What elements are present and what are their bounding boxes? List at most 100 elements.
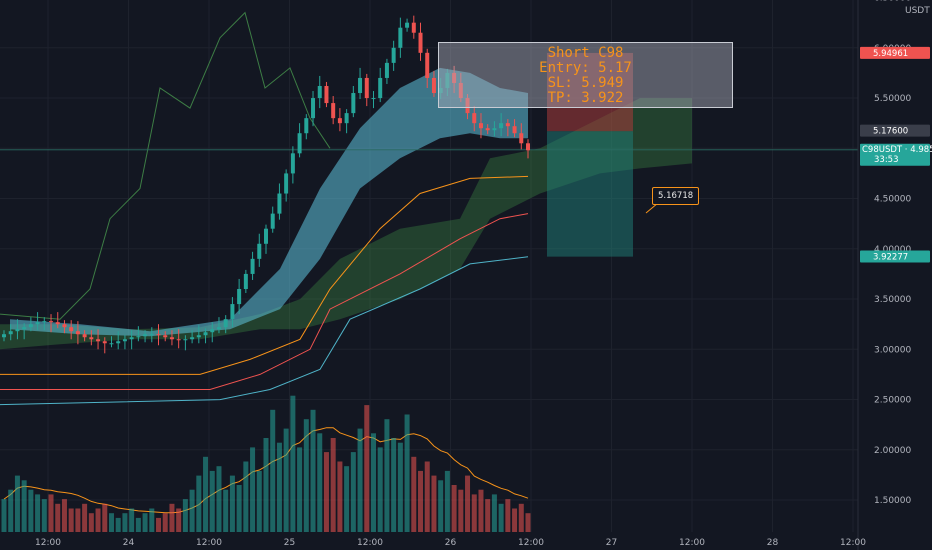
candle-body <box>203 332 208 336</box>
price-tick-label: 2.50000 <box>874 396 911 406</box>
last-price-badge-bg <box>860 143 930 166</box>
price-axis: USDT7.500007.000006.500006.000005.500005… <box>857 0 930 550</box>
cloud-band <box>10 67 528 337</box>
candle-body <box>82 334 87 338</box>
time-tick-label: 12:00 <box>357 538 383 548</box>
volume-bar <box>256 470 262 532</box>
time-tick-label: 12:00 <box>679 538 705 548</box>
volume-bar <box>209 470 215 532</box>
volume-bar <box>370 433 376 532</box>
candle-body <box>183 339 188 341</box>
ichimoku-cloud <box>0 67 692 350</box>
candle-body <box>230 304 235 320</box>
candle-body <box>69 327 74 332</box>
candle-body <box>492 128 497 131</box>
volume-bar <box>135 517 141 532</box>
time-tick-label: 12:00 <box>35 538 61 548</box>
volume-bar <box>229 475 235 532</box>
candle-body <box>391 47 396 63</box>
volume-bar <box>471 494 477 532</box>
volume-bar <box>525 513 531 532</box>
volume-bar <box>203 456 209 532</box>
candle-body <box>411 22 416 33</box>
candle-body <box>277 193 282 214</box>
candle-body <box>431 77 436 94</box>
time-axis: 12:00 24 12:00 25 12:00 26 12:00 27 12:00 28 12:00 <box>35 538 866 548</box>
volume-bar <box>189 489 195 532</box>
volume-bar <box>512 508 518 532</box>
sl-price-badge-bg <box>860 46 930 59</box>
volume-bar <box>196 475 202 532</box>
candle-body <box>190 337 195 340</box>
candle-body <box>297 133 302 154</box>
candle-body <box>519 133 524 144</box>
time-tick-label: 24 <box>123 538 135 548</box>
volume-bar <box>424 461 430 532</box>
time-tick-label: 26 <box>445 538 457 548</box>
volume-bar <box>451 485 457 532</box>
candle-body <box>304 118 309 134</box>
volume-bar <box>122 513 128 532</box>
volume-bar <box>276 442 282 532</box>
volume-bar <box>176 508 182 532</box>
entry-price-badge-bg <box>860 124 930 137</box>
candle-body <box>405 22 410 28</box>
volume-bar <box>21 480 27 532</box>
volume-bar <box>397 442 403 532</box>
volume-bar <box>458 489 464 532</box>
candle-body <box>2 334 6 338</box>
countdown-label: 33:53 <box>874 155 899 165</box>
volume-bar <box>108 513 114 532</box>
candle-body <box>290 153 295 174</box>
indicator-lines <box>0 11 858 514</box>
candle-body <box>418 32 423 53</box>
volume-bar <box>243 461 249 532</box>
volume-bar <box>438 480 444 532</box>
candle-body <box>223 319 228 328</box>
volume-bar <box>404 414 410 532</box>
lagging-span-line <box>0 11 331 320</box>
signal-title: Short C98 <box>547 45 624 61</box>
volume-bar <box>431 475 437 532</box>
volume-bar <box>518 503 524 532</box>
candle-body <box>458 82 463 99</box>
candle-body <box>49 321 54 323</box>
candle-body <box>344 113 349 124</box>
volume-bar <box>377 447 383 532</box>
candle-body <box>216 327 221 330</box>
candle-body <box>35 322 40 325</box>
volume-bar <box>48 494 54 532</box>
candle-body <box>210 329 215 333</box>
time-tick-label: 27 <box>606 538 617 548</box>
volume-bar <box>270 409 276 532</box>
candle-body <box>371 98 376 100</box>
candlesticks <box>2 15 530 354</box>
volume-bar <box>303 419 309 532</box>
candle-body <box>270 213 275 229</box>
volume-bar <box>323 452 329 532</box>
time-tick-label: 25 <box>284 538 295 548</box>
volume-bar <box>142 513 148 532</box>
candle-body <box>472 113 477 124</box>
stop-loss-zone <box>547 52 633 132</box>
candle-body <box>22 327 27 330</box>
candle-body <box>351 93 356 114</box>
candle-body <box>438 88 443 94</box>
sl-price-badge-label: 5.94961 <box>873 49 908 59</box>
volume-bar <box>290 395 296 532</box>
candle-body <box>176 339 181 341</box>
candle-body <box>445 72 450 88</box>
take-profit-zone <box>547 131 633 257</box>
volume-bar <box>61 499 67 532</box>
volume-bars <box>1 395 531 532</box>
candle-body <box>465 98 470 114</box>
candle-body <box>89 337 94 340</box>
ema-mid-line <box>0 213 529 390</box>
volume-bar <box>68 508 74 532</box>
candle-body <box>149 334 154 336</box>
candle-body <box>156 334 161 336</box>
volume-bar <box>350 452 356 532</box>
volume-bar <box>391 438 397 532</box>
price-tick-label: 3.00000 <box>874 345 911 355</box>
